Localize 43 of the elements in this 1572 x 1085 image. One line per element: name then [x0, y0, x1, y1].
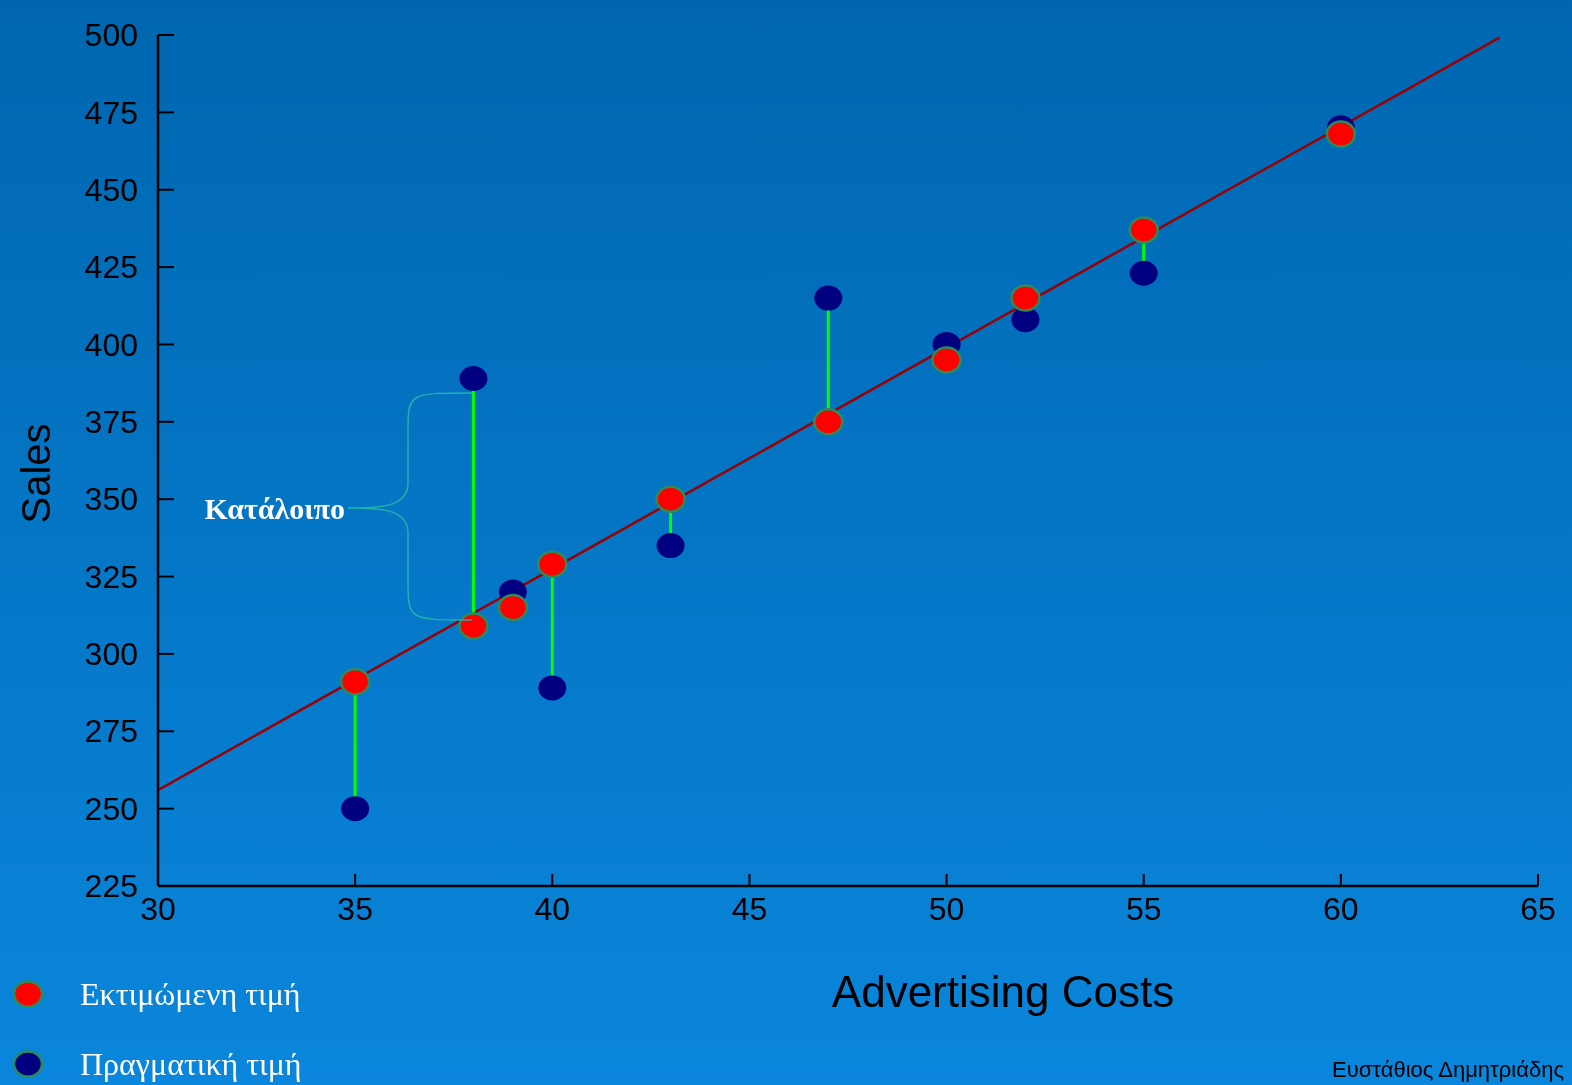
x-tick-label: 40	[534, 891, 571, 927]
y-tick-label: 300	[84, 636, 138, 673]
point	[497, 593, 529, 622]
x-tick-label: 60	[1323, 891, 1359, 927]
point	[339, 668, 371, 696]
point	[458, 612, 489, 640]
x-tick-label: 55	[1125, 891, 1162, 927]
y-tick-label: 325	[84, 558, 138, 595]
point	[538, 675, 567, 701]
point	[814, 285, 843, 311]
point	[1010, 284, 1041, 312]
x-tick-label: 30	[140, 891, 176, 927]
point	[1325, 120, 1357, 148]
legend-label: Εκτιμώμενη τιμή	[80, 976, 301, 1013]
point	[655, 485, 686, 513]
point	[931, 346, 962, 374]
y-tick-label: 250	[84, 790, 138, 827]
y-tick-label: 400	[84, 326, 138, 363]
x-tick-label: 65	[1520, 891, 1556, 927]
y-axis-title: Sales	[14, 423, 58, 524]
y-tick-label: 225	[84, 868, 138, 905]
y-tick-label: 425	[84, 249, 138, 286]
point	[656, 533, 685, 559]
point	[537, 550, 568, 578]
y-tick-label: 500	[84, 17, 138, 54]
x-axis-title: Advertising Costs	[831, 967, 1175, 1016]
y-tick-label: 475	[84, 94, 138, 131]
x-tick-label: 35	[337, 891, 373, 927]
y-tick-label: 450	[84, 171, 138, 208]
legend-label: Πραγματική τιμή	[80, 1046, 302, 1083]
point	[1129, 260, 1158, 286]
point	[341, 796, 370, 822]
point	[1128, 216, 1159, 244]
text: Ευστάθιος Δημητριάδης	[1332, 1057, 1564, 1082]
x-tick-label: 50	[928, 891, 965, 927]
point	[459, 366, 488, 391]
y-tick-label: 350	[84, 481, 138, 518]
y-tick-label: 375	[84, 404, 138, 441]
x-tick-label: 45	[731, 891, 768, 927]
point	[813, 408, 844, 436]
point	[1011, 307, 1040, 333]
y-tick-label: 275	[84, 713, 138, 750]
annotation: Κατάλοιπο	[204, 491, 345, 525]
